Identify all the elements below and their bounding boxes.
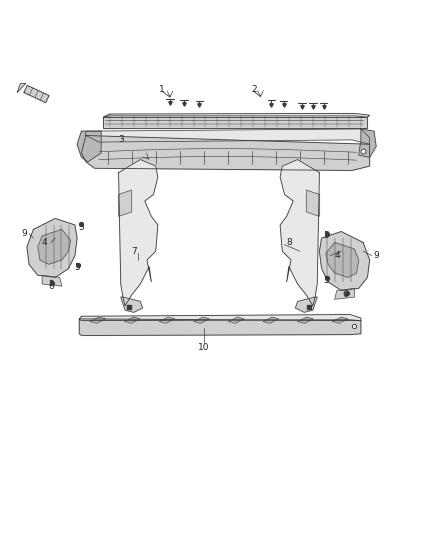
Polygon shape (103, 114, 370, 117)
Text: 5: 5 (323, 231, 329, 240)
Polygon shape (86, 129, 370, 144)
Text: 9: 9 (22, 229, 28, 238)
Polygon shape (332, 317, 348, 323)
Polygon shape (295, 297, 317, 312)
Text: 9: 9 (373, 251, 379, 260)
Polygon shape (335, 288, 354, 299)
Polygon shape (24, 85, 49, 103)
Text: 4: 4 (334, 251, 340, 260)
Polygon shape (119, 159, 158, 306)
Text: 5: 5 (78, 223, 85, 232)
Polygon shape (42, 275, 62, 286)
Polygon shape (79, 319, 361, 335)
Polygon shape (319, 231, 370, 290)
Polygon shape (263, 317, 279, 323)
Text: 5: 5 (323, 277, 329, 285)
Polygon shape (298, 317, 313, 323)
Text: 2: 2 (251, 85, 257, 94)
Polygon shape (229, 317, 244, 323)
Polygon shape (103, 117, 367, 128)
Polygon shape (77, 131, 101, 161)
Polygon shape (194, 317, 209, 323)
Polygon shape (119, 190, 132, 216)
Polygon shape (79, 314, 361, 321)
Polygon shape (38, 229, 71, 264)
Text: 5: 5 (74, 263, 80, 272)
Text: 8: 8 (286, 238, 292, 247)
Text: 6: 6 (343, 290, 349, 300)
Polygon shape (18, 83, 26, 92)
Polygon shape (81, 135, 370, 171)
Polygon shape (27, 219, 77, 277)
Text: 3: 3 (118, 135, 124, 144)
Text: 10: 10 (198, 343, 209, 352)
Polygon shape (159, 317, 175, 323)
Text: 1: 1 (159, 85, 165, 94)
Text: 4: 4 (42, 238, 47, 247)
Polygon shape (125, 317, 140, 323)
Polygon shape (90, 317, 106, 323)
Polygon shape (306, 190, 319, 216)
Polygon shape (121, 297, 143, 312)
Text: 6: 6 (48, 281, 54, 290)
Polygon shape (280, 159, 319, 306)
Polygon shape (326, 243, 359, 277)
Polygon shape (359, 129, 376, 157)
Text: 7: 7 (131, 247, 137, 256)
